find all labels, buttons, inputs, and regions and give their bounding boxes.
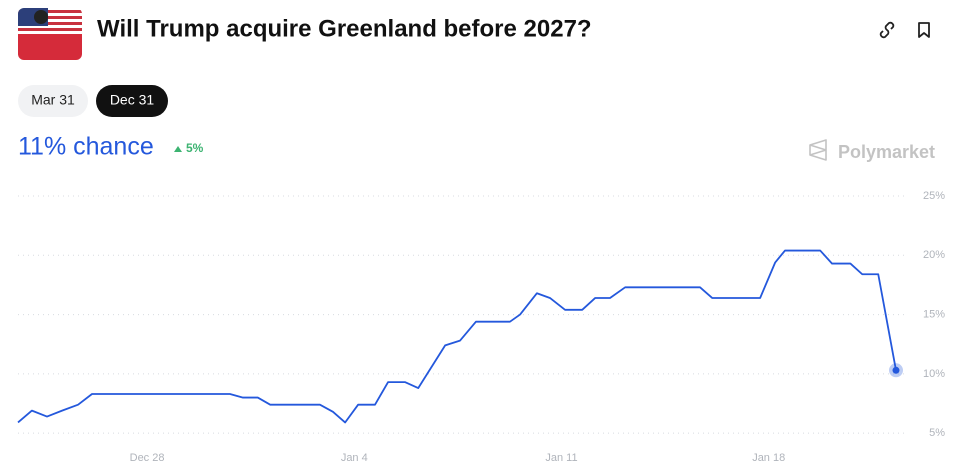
y-tick-label: 25%	[923, 190, 945, 202]
probability: 11% chance	[18, 133, 154, 161]
tab-mar31[interactable]: Mar 31	[18, 85, 88, 117]
brand-name: Polymarket	[838, 142, 935, 162]
price-line	[17, 249, 897, 424]
x-tick-label: Jan 18	[752, 452, 785, 461]
x-tick-label: Jan 4	[341, 452, 368, 461]
link-button[interactable]	[873, 16, 901, 44]
bookmark-button[interactable]	[910, 16, 938, 44]
y-tick-label: 10%	[923, 368, 945, 380]
last-point	[892, 366, 900, 374]
brand-logo: Polymarket	[809, 139, 935, 162]
change-arrow	[174, 146, 182, 152]
x-tick-label: Dec 28	[130, 452, 165, 461]
tab-dec31[interactable]: Dec 31	[96, 85, 168, 117]
y-tick-label: 15%	[923, 308, 945, 320]
x-tick-label: Jan 11	[545, 452, 577, 461]
tab-label: Mar 31	[31, 92, 75, 108]
market-icon	[18, 8, 82, 60]
y-tick-label: 5%	[929, 427, 945, 439]
market-title: Will Trump acquire Greenland before 2027…	[97, 15, 592, 42]
change: 5%	[186, 141, 204, 155]
y-tick-label: 20%	[923, 249, 945, 261]
chart: 5% 10% 15% 20% 25% Dec 28 Jan 4 Jan 11 Jan 18	[17, 190, 945, 461]
tab-label: Dec 31	[110, 92, 155, 108]
